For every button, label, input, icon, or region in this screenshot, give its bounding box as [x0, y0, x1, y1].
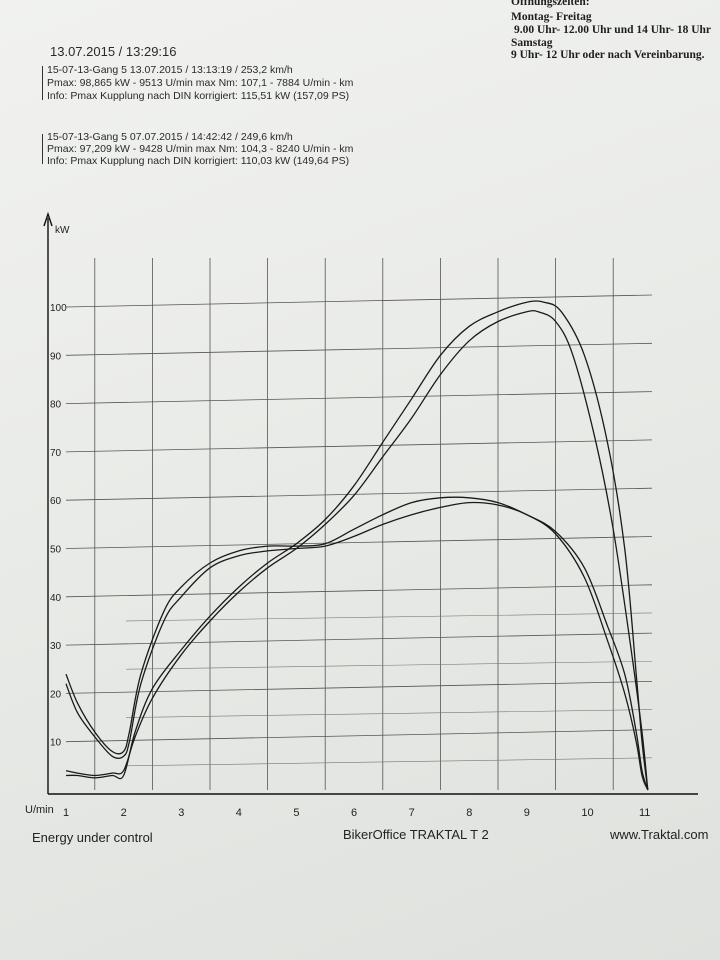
x-tick-label: 2: [121, 807, 127, 819]
x-tick-label: 5: [293, 807, 299, 819]
run-1-marker: [42, 66, 43, 100]
grid-h-line: [65, 681, 653, 694]
opening-hours-weekdays-label: Montag- Freitag: [511, 11, 592, 23]
grid-h-minor-line: [125, 612, 653, 622]
footer-device-name: BikerOffice TRAKTAL T 2: [343, 827, 489, 842]
x-tick-label: 1: [63, 807, 69, 819]
opening-hours-weekdays-hours: 9.00 Uhr- 12.00 Uhr und 14 Uhr- 18 Uhr: [514, 24, 712, 36]
x-axis-label: U/min: [25, 804, 54, 816]
run-2-line-1: 15-07-13-Gang 5 07.07.2015 / 14:42:42 / …: [47, 131, 293, 143]
x-tick-label: 6: [351, 807, 357, 819]
opening-hours-saturday-label: Samstag: [511, 37, 553, 49]
y-tick-label: 70: [50, 448, 62, 459]
y-tick-label: 50: [50, 545, 62, 556]
grid-h-minor-line: [125, 757, 653, 767]
x-tick-label: 9: [524, 807, 530, 819]
run-2-marker: [42, 134, 43, 164]
grid-h-line: [65, 584, 653, 598]
y-tick-label: 40: [50, 593, 62, 604]
run-2-line-2: Pmax: 97,209 kW - 9428 U/min max Nm: 104…: [47, 143, 354, 155]
run-1-line-1: 15-07-13-Gang 5 13.07.2015 / 13:13:19 / …: [47, 64, 293, 76]
y-tick-label: 60: [50, 496, 62, 507]
run-1-line-2: Pmax: 98,865 kW - 9513 U/min max Nm: 107…: [47, 77, 354, 89]
y-tick-label: 80: [50, 400, 62, 411]
series-curve-3: [65, 496, 649, 791]
print-datetime: 13.07.2015 / 13:29:16: [50, 44, 177, 59]
grid-h-line: [65, 294, 653, 308]
series-curve-4: [65, 501, 649, 791]
grid-h-line: [65, 342, 653, 356]
opening-hours-saturday-hours: 9 Uhr- 12 Uhr oder nach Vereinbarung.: [511, 49, 705, 61]
series-curve-2: [65, 309, 649, 791]
x-tick-label: 8: [466, 807, 472, 819]
grid-h-minor-line: [125, 660, 653, 670]
chart-tick-labels: 10 20 30 40 50 60 70 80 90 100 1 2 3 4 5 6 7 8 9 10 11: [50, 303, 650, 819]
run-1-line-3: Info: Pmax Kupplung nach DIN korrigiert:…: [47, 90, 350, 102]
grid-h-minor-line: [125, 709, 653, 718]
footer-slogan: Energy under control: [32, 830, 153, 845]
series-curve-1: [65, 300, 649, 791]
x-tick-label: 11: [639, 807, 650, 819]
grid-h-line: [65, 439, 653, 453]
x-tick-label: 10: [581, 807, 593, 819]
y-tick-label: 90: [50, 351, 62, 362]
y-tick-label: 20: [50, 689, 62, 700]
chart-curves: [65, 300, 649, 791]
chart-axes: [43, 211, 698, 795]
y-axis-arrow: [43, 211, 53, 227]
x-tick-label: 7: [409, 807, 415, 819]
x-tick-label: 3: [178, 807, 184, 819]
x-tick-label: 4: [236, 807, 242, 819]
run-2-line-3: Info: Pmax Kupplung nach DIN korrigiert:…: [47, 155, 350, 167]
opening-hours-heading: Öffnungszeiten:: [511, 0, 590, 8]
y-tick-label: 10: [50, 738, 62, 749]
grid-h-line: [65, 632, 653, 646]
grid-h-line: [65, 729, 653, 743]
grid-h-line: [65, 536, 653, 549]
y-tick-label: 30: [50, 641, 62, 652]
y-axis-label: kW: [55, 225, 70, 236]
y-tick-label: 100: [50, 303, 67, 314]
chart-grid: [65, 258, 653, 790]
footer-website: www.Traktal.com: [610, 827, 709, 842]
grid-h-line: [65, 487, 653, 501]
grid-h-line: [65, 391, 653, 404]
